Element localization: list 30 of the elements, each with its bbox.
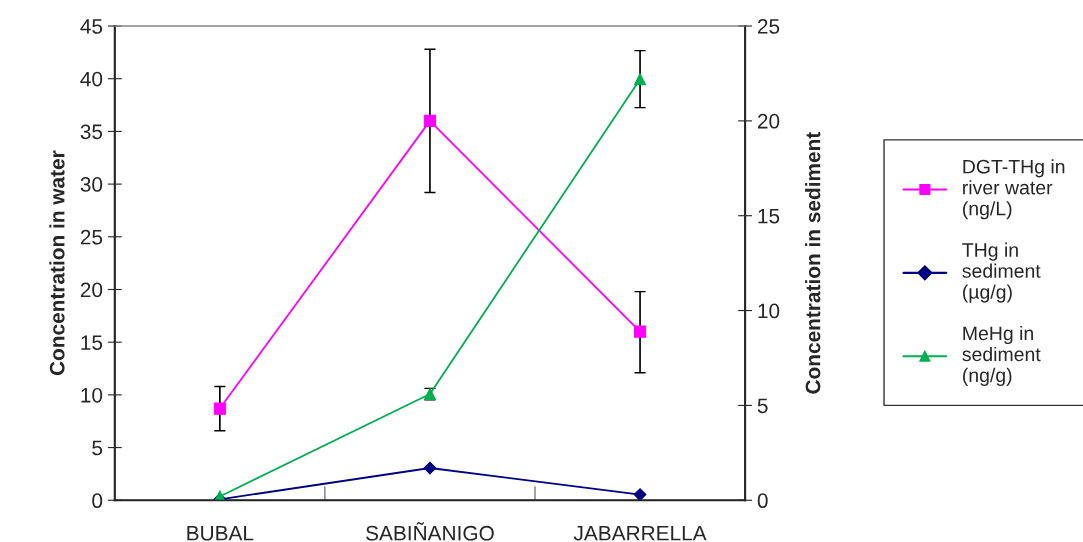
y2-tick-label: 20: [757, 113, 780, 129]
y-tick-label: 40: [80, 71, 103, 87]
y2-tick-label: 25: [757, 19, 780, 34]
x-tick-label: BUBAL: [187, 526, 254, 541]
legend-label: THg in sediment (µg/g): [962, 242, 1041, 303]
y-tick-label: 25: [80, 229, 103, 245]
y-tick-label: 35: [80, 124, 103, 140]
y-tick-label: 0: [92, 493, 103, 509]
y2-tick-label: 5: [757, 398, 768, 414]
point: [633, 488, 647, 501]
point: [423, 114, 437, 127]
x-tick-label: SABIÑANIGO: [366, 522, 494, 541]
point: [633, 325, 647, 338]
point: [213, 402, 226, 415]
legend-label: DGT-THg in river water (ng/L): [963, 159, 1065, 220]
point: [633, 73, 647, 86]
y-tick-label: 45: [80, 19, 103, 34]
y2-axis-title: Concentration in sediment: [805, 132, 821, 394]
y2-tick-label: 10: [758, 303, 780, 319]
y-tick-label: 30: [80, 177, 103, 192]
y-tick-label: 20: [80, 282, 103, 298]
y-tick-label: 15: [81, 335, 103, 350]
y-axis-title: Concentration in water: [49, 150, 65, 376]
y2-tick-label: 0: [757, 493, 768, 509]
y-tick-label: 10: [81, 387, 103, 403]
y-tick-label: 5: [92, 440, 103, 456]
x-tick-label: JABARRELLA: [573, 526, 707, 541]
y2-tick-label: 15: [758, 208, 780, 224]
legend-label: MeHg in sediment (ng/g): [962, 325, 1041, 386]
point: [423, 461, 437, 475]
